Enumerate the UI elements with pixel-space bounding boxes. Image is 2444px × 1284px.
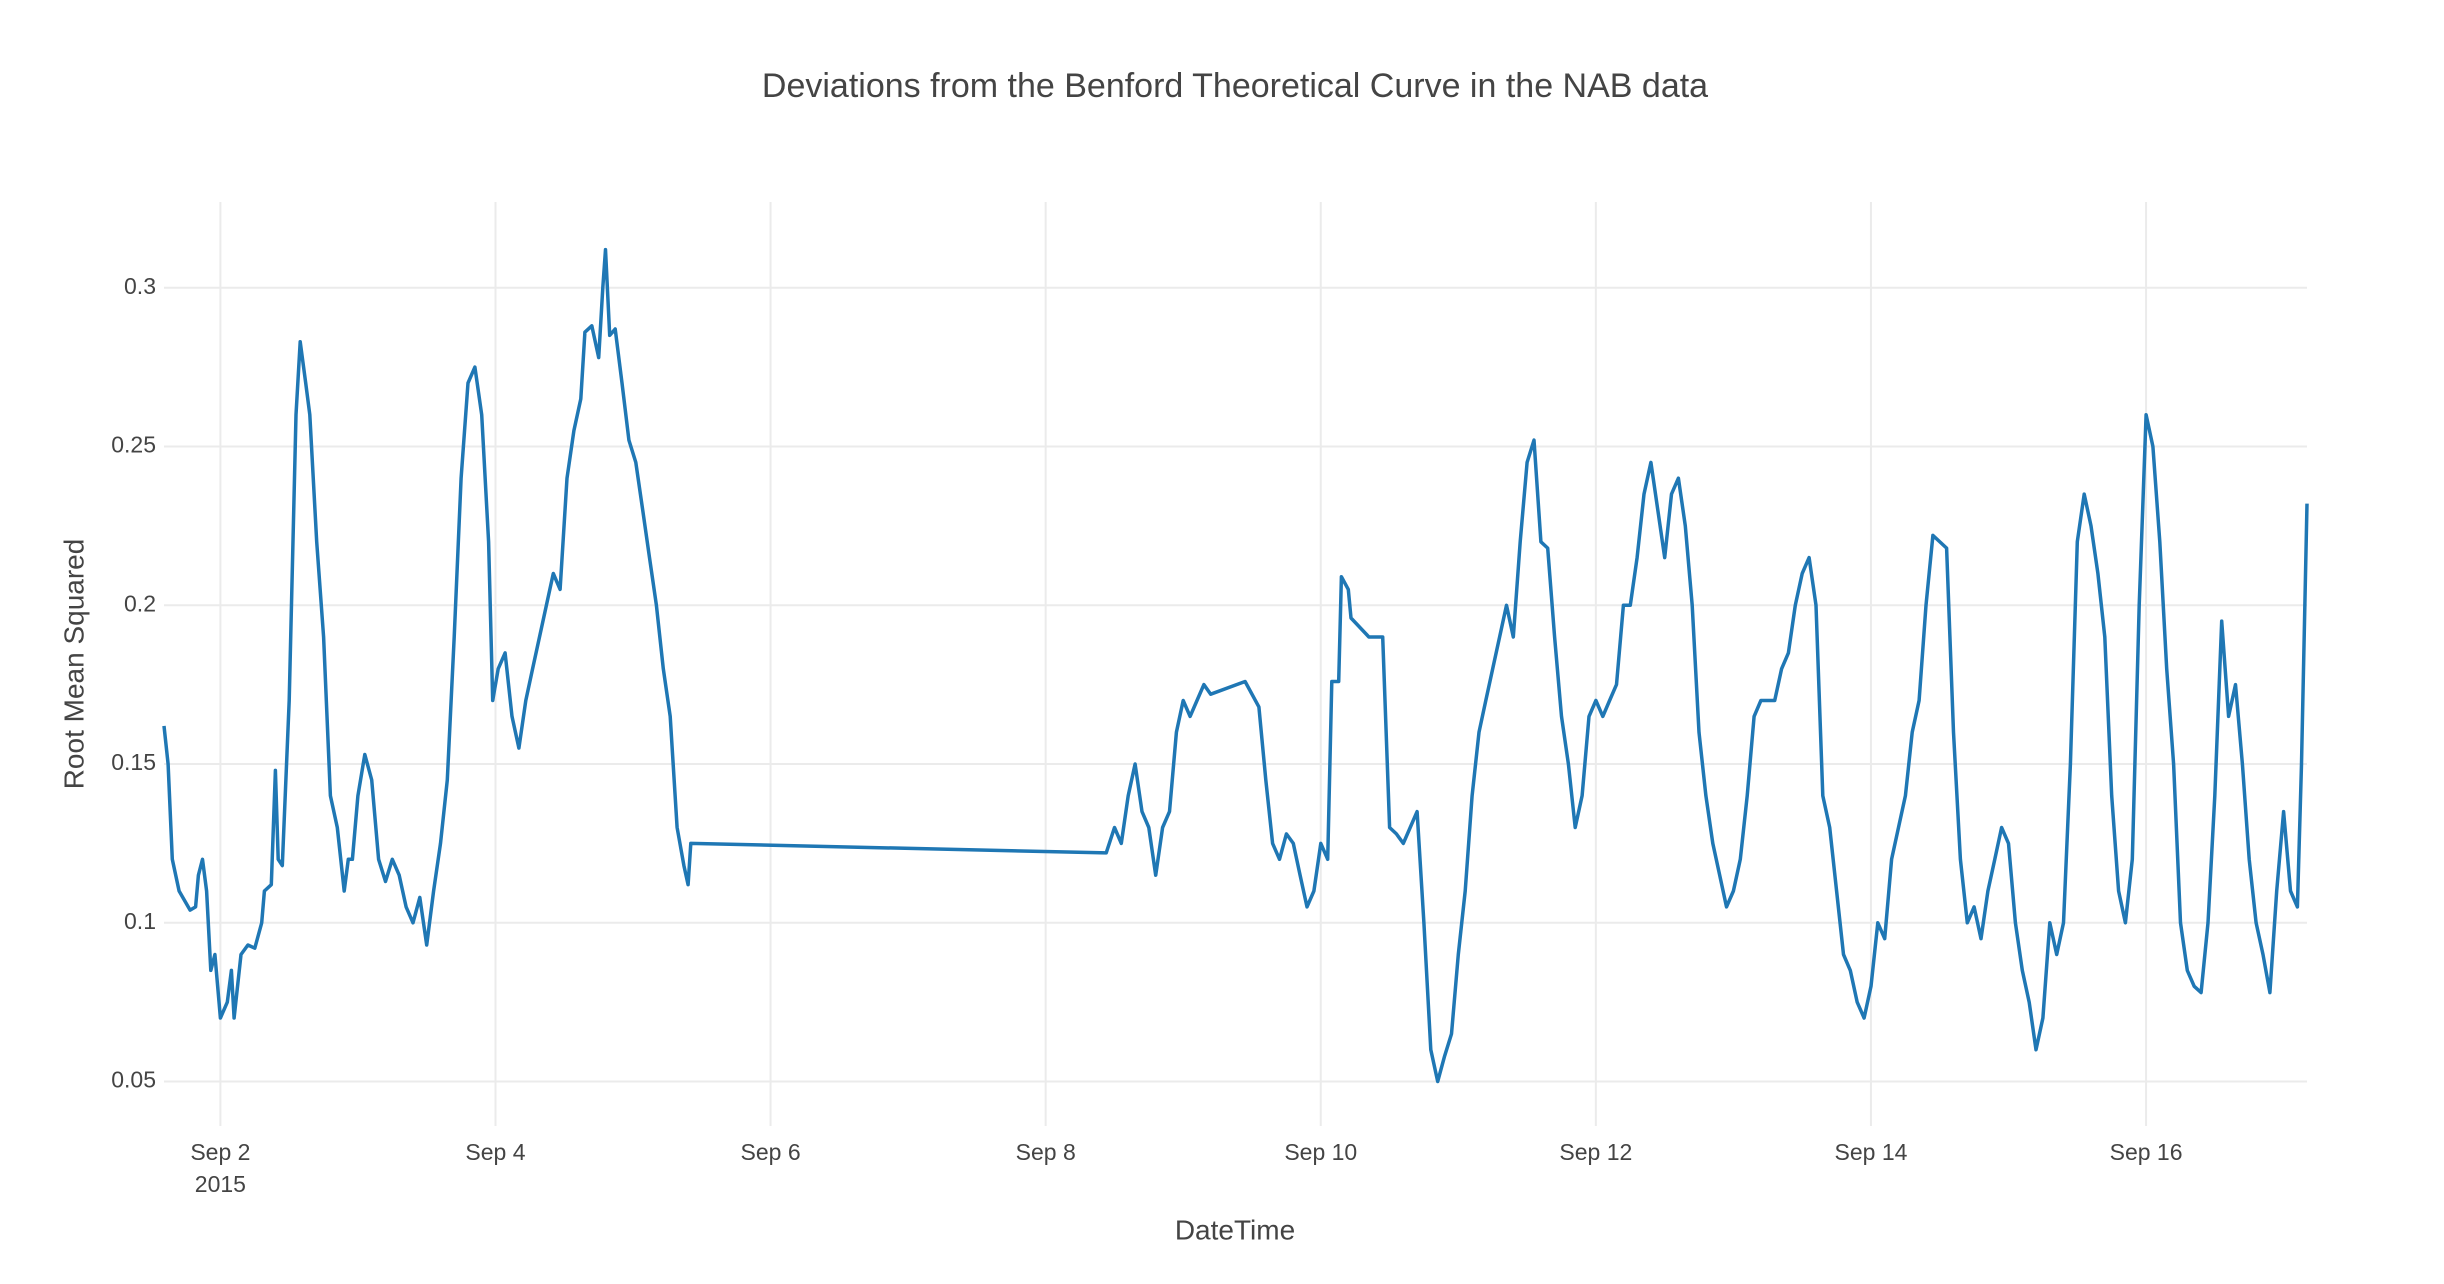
x-tick-label: Sep 12 <box>1559 1139 1632 1165</box>
x-tick-label: Sep 16 <box>2110 1139 2183 1165</box>
data-line <box>162 247 2309 1084</box>
y-tick-label: 0.25 <box>111 432 156 458</box>
x-tick-sublabel: 2015 <box>195 1171 246 1197</box>
x-tick-label: Sep 14 <box>1835 1139 1908 1165</box>
y-tick-label: 0.2 <box>124 590 156 616</box>
x-tick-label: Sep 4 <box>465 1139 525 1165</box>
y-tick-label: 0.1 <box>124 908 156 934</box>
y-tick-label: 0.05 <box>111 1067 156 1093</box>
plot-area <box>162 247 2309 1084</box>
y-tick-label: 0.15 <box>111 749 156 775</box>
chart-title: Deviations from the Benford Theoretical … <box>762 67 1708 105</box>
x-tick-label: Sep 2 <box>190 1139 250 1165</box>
x-tick-label: Sep 8 <box>1016 1139 1076 1165</box>
x-axis-title: DateTime <box>1175 1214 1295 1245</box>
x-tick-label: Sep 10 <box>1284 1139 1357 1165</box>
y-tick-label: 0.3 <box>124 273 156 299</box>
grid <box>164 202 2307 1126</box>
y-axis-title: Root Mean Squared <box>58 539 89 790</box>
x-tick-label: Sep 6 <box>741 1139 801 1165</box>
